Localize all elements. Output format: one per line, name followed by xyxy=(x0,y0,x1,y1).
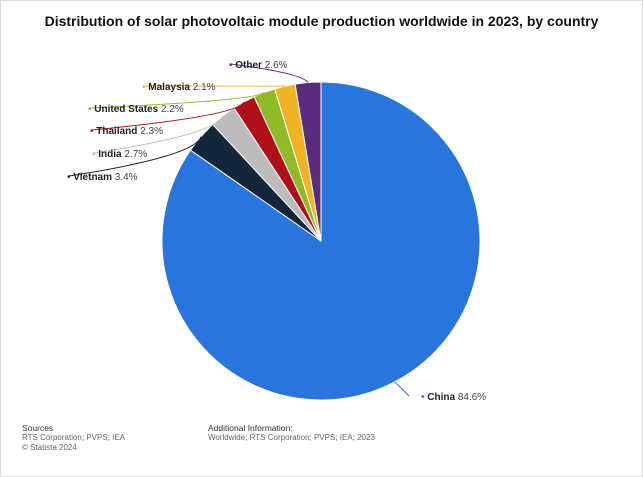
slice-label-india: • India 2.7% xyxy=(92,149,147,160)
copyright-text: © Statista 2024 xyxy=(22,443,77,452)
label-name-vietnam: Vietnam xyxy=(73,172,115,183)
label-bullet-india: • xyxy=(92,149,98,160)
label-bullet-other: • xyxy=(229,60,235,71)
slice-label-malaysia: • Malaysia 2.1% xyxy=(142,82,216,93)
label-bullet-united-states: • xyxy=(88,104,94,115)
slice-label-vietnam: • Vietnam 3.4% xyxy=(67,172,138,183)
sources-block: Sources RTS Corporation; PVPS; IEA © Sta… xyxy=(22,423,125,453)
label-name-india: India xyxy=(98,149,124,160)
label-value-vietnam: 3.4% xyxy=(115,172,138,183)
additional-info-text: Worldwide; RTS Corporation; PVPS; IEA; 2… xyxy=(208,433,375,442)
leader-line-united-states xyxy=(89,92,265,109)
additional-info-block: Additional Information: Worldwide; RTS C… xyxy=(208,423,375,443)
sources-heading: Sources xyxy=(22,423,54,433)
label-value-united-states: 2.2% xyxy=(161,104,184,115)
label-name-malaysia: Malaysia xyxy=(148,82,192,93)
leader-line-other xyxy=(230,63,309,83)
slice-label-thailand: • Thailand 2.3% xyxy=(90,126,163,137)
label-value-malaysia: 2.1% xyxy=(193,82,216,93)
label-name-china: China xyxy=(427,392,458,403)
label-value-india: 2.7% xyxy=(124,149,147,160)
pie-slices xyxy=(161,81,481,401)
slice-label-other: • Other 2.6% xyxy=(229,60,288,71)
label-value-china: 84.6% xyxy=(458,392,486,403)
slice-labels: • China 84.6%• Vietnam 3.4%• India 2.7%•… xyxy=(67,60,486,403)
sources-text: RTS Corporation; PVPS; IEA xyxy=(22,433,126,442)
chart-title: Distribution of solar photovoltaic modul… xyxy=(44,13,599,29)
leader-lines xyxy=(68,63,410,397)
label-name-thailand: Thailand xyxy=(96,126,140,137)
slice-label-china: • China 84.6% xyxy=(421,392,486,403)
label-name-other: Other xyxy=(235,60,264,71)
label-bullet-malaysia: • xyxy=(142,82,148,93)
leader-line-thailand xyxy=(91,101,245,131)
slice-label-united-states: • United States 2.2% xyxy=(88,104,184,115)
label-bullet-vietnam: • xyxy=(67,172,73,183)
leader-line-china xyxy=(394,381,410,397)
label-value-other: 2.6% xyxy=(265,60,288,71)
label-name-united-states: United States xyxy=(94,104,161,115)
additional-info-heading: Additional Information: xyxy=(208,423,293,433)
leader-line-india xyxy=(93,115,224,154)
leader-line-vietnam xyxy=(68,136,202,177)
pie-slice-other[interactable] xyxy=(294,81,322,242)
label-bullet-thailand: • xyxy=(90,126,96,137)
label-bullet-china: • xyxy=(421,392,427,403)
label-value-thailand: 2.3% xyxy=(140,126,163,137)
